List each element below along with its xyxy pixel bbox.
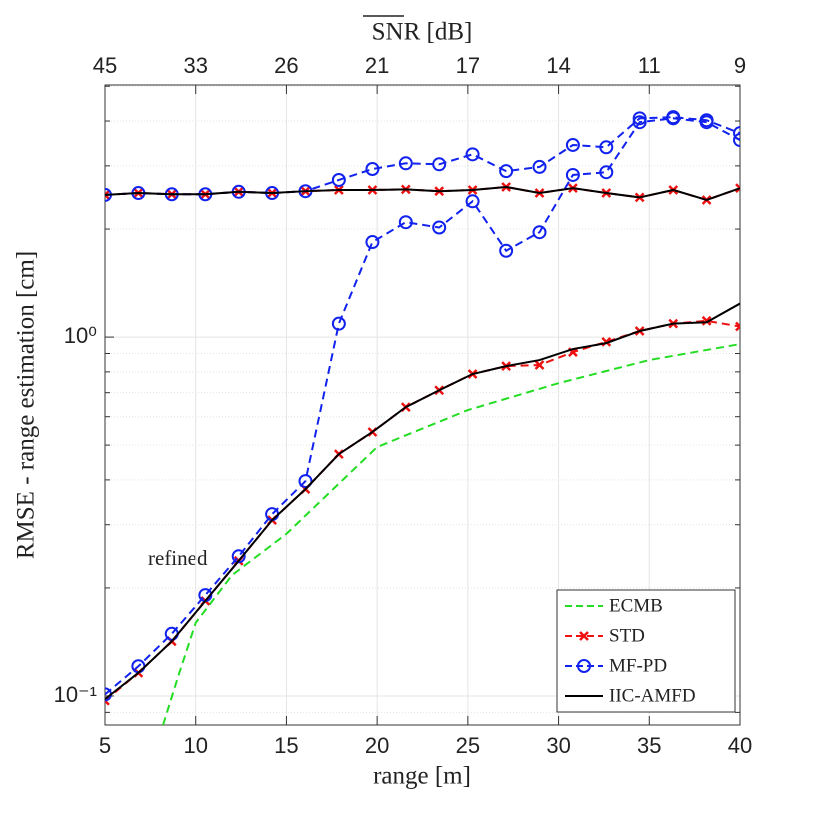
marker [701,315,712,326]
marker [532,225,547,240]
top-axis-label: SNR [dB] [372,19,473,46]
marker [699,113,714,128]
x-axis-label: range [m] [373,763,471,790]
legend-marker [577,659,591,673]
top-tick-label: 14 [546,53,570,78]
series-line [162,343,740,725]
marker [499,243,514,258]
legend-label: ECMB [609,595,663,616]
marker [331,316,346,331]
marker [632,115,647,130]
marker [432,220,447,235]
marker [432,157,447,172]
marker [733,133,740,148]
marker [599,165,614,180]
marker [534,360,545,370]
marker [105,190,110,200]
plot [105,110,740,725]
x-tick-label: 10 [183,733,207,758]
marker [733,126,740,141]
x-tick-label: 35 [637,733,661,758]
series-line [105,117,740,696]
marker [365,162,380,177]
marker [465,147,480,162]
x-tick-label: 15 [274,733,298,758]
marker [532,159,547,174]
marker [331,172,346,187]
marker [666,110,681,125]
legend-box [556,589,736,713]
y-tick-label: 10⁰ [64,323,97,348]
x-tick-label: 5 [99,733,111,758]
x-tick-label: 25 [456,733,480,758]
annotation: refined [148,546,208,570]
marker [465,194,480,209]
marker [398,215,413,230]
x-tick-label: 40 [728,733,752,758]
marker [565,167,580,182]
marker [632,111,647,126]
marker [735,183,740,194]
y-tick-label: 10⁻¹ [54,682,97,707]
legend-label: STD [609,625,645,646]
marker [164,626,179,641]
marker [735,321,740,332]
top-tick-label: 9 [734,53,746,78]
marker [365,235,380,250]
marker [565,137,580,152]
top-tick-label: 33 [183,53,207,78]
x-tick-label: 20 [365,733,389,758]
top-tick-label: 11 [638,53,661,78]
x-tick-label: 30 [546,733,570,758]
marker [398,156,413,171]
legend-label: IIC-AMFD [609,685,696,706]
y-axis-label: RMSE - range estimation [cm] [13,251,40,559]
series-line [105,185,740,202]
marker [298,474,313,489]
marker [499,164,514,179]
legend-label: MF-PD [609,655,667,676]
marker [599,140,614,155]
top-tick-label: 21 [365,53,389,78]
series-line [105,116,740,196]
top-tick-label: 26 [274,53,298,78]
plot-frame [104,84,741,726]
legend-marker [579,631,589,641]
top-tick-label: 45 [93,53,117,78]
series-line [105,302,740,700]
top-tick-label: 17 [456,53,480,78]
